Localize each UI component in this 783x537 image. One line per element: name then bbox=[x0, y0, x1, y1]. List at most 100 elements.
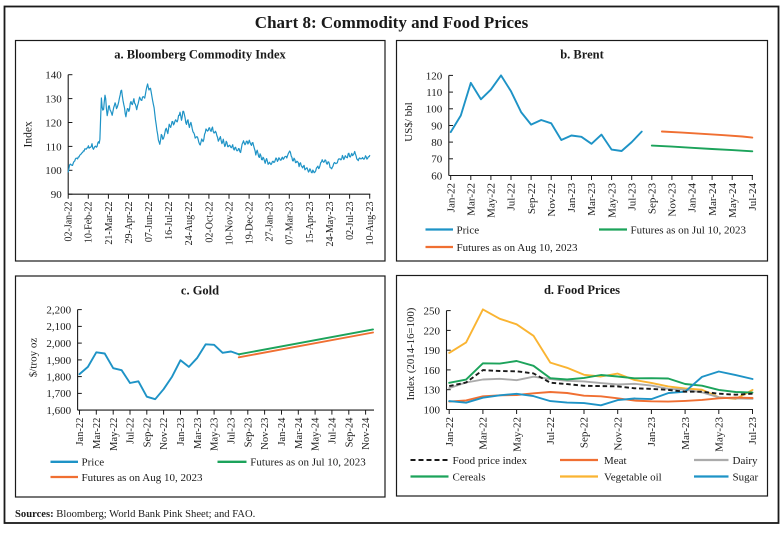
svg-text:Chart 8: Commodity and Food Pr: Chart 8: Commodity and Food Prices bbox=[255, 13, 529, 32]
svg-text:120: 120 bbox=[426, 70, 443, 82]
svg-text:100: 100 bbox=[426, 104, 443, 116]
svg-text:May-23: May-23 bbox=[606, 183, 618, 218]
svg-text:Nov-22: Nov-22 bbox=[612, 417, 624, 451]
svg-text:Index (2014-16=100): Index (2014-16=100) bbox=[405, 307, 417, 400]
svg-text:100: 100 bbox=[424, 404, 441, 416]
svg-text:Jan-24: Jan-24 bbox=[687, 183, 699, 213]
svg-text:90: 90 bbox=[431, 120, 443, 132]
svg-text:Futures as on Aug 10, 2023: Futures as on Aug 10, 2023 bbox=[82, 472, 204, 484]
svg-text:1,600: 1,600 bbox=[46, 405, 71, 417]
svg-text:May-22: May-22 bbox=[109, 418, 120, 451]
svg-text:60: 60 bbox=[431, 170, 443, 182]
svg-text:Mar-22: Mar-22 bbox=[92, 418, 103, 449]
svg-text:1,900: 1,900 bbox=[46, 355, 71, 367]
svg-text:Mar-23: Mar-23 bbox=[586, 183, 598, 216]
svg-text:Sep-23: Sep-23 bbox=[647, 183, 659, 215]
svg-text:2,000: 2,000 bbox=[46, 338, 71, 350]
svg-text:1,800: 1,800 bbox=[46, 372, 71, 384]
svg-text:02-Oct-22: 02-Oct-22 bbox=[204, 202, 215, 243]
svg-text:70: 70 bbox=[431, 154, 443, 166]
svg-text:US$/ bbl: US$/ bbl bbox=[403, 102, 415, 141]
svg-text:Jul-24: Jul-24 bbox=[747, 183, 759, 211]
svg-text:May-23: May-23 bbox=[210, 418, 221, 451]
svg-text:10-Nov-22: 10-Nov-22 bbox=[224, 202, 235, 246]
svg-text:Mar-22: Mar-22 bbox=[466, 183, 478, 216]
svg-text:10-Aug-23: 10-Aug-23 bbox=[365, 202, 376, 246]
svg-text:Jul-22: Jul-22 bbox=[126, 418, 137, 444]
svg-text:Mar-24: Mar-24 bbox=[707, 183, 719, 216]
svg-text:120: 120 bbox=[45, 117, 62, 129]
svg-text:d. Food Prices: d. Food Prices bbox=[544, 283, 620, 297]
svg-text:110: 110 bbox=[46, 141, 63, 153]
svg-text:27-Jan-23: 27-Jan-23 bbox=[265, 202, 276, 242]
svg-text:Mar-24: Mar-24 bbox=[294, 417, 305, 449]
svg-text:10-Feb-22: 10-Feb-22 bbox=[84, 202, 95, 244]
svg-text:c. Gold: c. Gold bbox=[181, 284, 219, 298]
svg-text:24-May-23: 24-May-23 bbox=[325, 202, 336, 247]
svg-text:Jan-23: Jan-23 bbox=[566, 183, 578, 213]
svg-text:Jan-22: Jan-22 bbox=[444, 417, 456, 446]
svg-text:220: 220 bbox=[424, 325, 441, 337]
svg-text:Sugar: Sugar bbox=[733, 471, 759, 483]
svg-text:Vegetable oil: Vegetable oil bbox=[604, 471, 662, 483]
svg-text:Meat: Meat bbox=[604, 455, 627, 467]
svg-text:Jul-24: Jul-24 bbox=[328, 417, 339, 444]
svg-text:15-Apr-23: 15-Apr-23 bbox=[305, 202, 316, 244]
svg-text:Sep-22: Sep-22 bbox=[526, 183, 538, 214]
svg-text:2,200: 2,200 bbox=[46, 305, 71, 317]
svg-text:Sep-22: Sep-22 bbox=[579, 417, 591, 448]
svg-text:Jan-23: Jan-23 bbox=[176, 418, 187, 446]
svg-text:Index: Index bbox=[23, 121, 35, 147]
svg-text:Jan-24: Jan-24 bbox=[277, 417, 288, 446]
svg-text:Mar-23: Mar-23 bbox=[193, 418, 204, 449]
svg-text:02-Jul-23: 02-Jul-23 bbox=[345, 202, 356, 240]
svg-text:190: 190 bbox=[424, 345, 441, 357]
svg-text:Food price index: Food price index bbox=[453, 455, 528, 467]
svg-text:Nov-22: Nov-22 bbox=[546, 183, 558, 217]
svg-text:Price: Price bbox=[82, 457, 105, 469]
svg-text:Jul-22: Jul-22 bbox=[545, 417, 557, 445]
svg-text:Futures as on Jul 10, 2023: Futures as on Jul 10, 2023 bbox=[250, 457, 366, 469]
svg-text:Sep-24: Sep-24 bbox=[344, 417, 355, 447]
svg-text:100: 100 bbox=[45, 165, 62, 177]
svg-text:Jan-23: Jan-23 bbox=[646, 417, 658, 447]
svg-text:Dairy: Dairy bbox=[733, 455, 759, 467]
svg-text:$/troy oz: $/troy oz bbox=[28, 338, 40, 378]
svg-text:a. Bloomberg Commodity Index: a. Bloomberg Commodity Index bbox=[114, 48, 286, 62]
svg-text:19-Dec-22: 19-Dec-22 bbox=[245, 202, 256, 245]
svg-text:110: 110 bbox=[426, 87, 443, 99]
svg-text:Nov-22: Nov-22 bbox=[159, 418, 170, 450]
svg-text:Nov-23: Nov-23 bbox=[667, 183, 679, 217]
svg-text:Mar-23: Mar-23 bbox=[680, 417, 692, 450]
svg-text:160: 160 bbox=[424, 365, 441, 377]
svg-text:b. Brent: b. Brent bbox=[560, 48, 604, 62]
svg-text:Nov-24: Nov-24 bbox=[361, 417, 372, 450]
svg-text:May-22: May-22 bbox=[486, 183, 498, 218]
svg-text:Mar-22: Mar-22 bbox=[478, 417, 490, 450]
svg-text:May-24: May-24 bbox=[727, 183, 739, 218]
svg-text:07-Mar-23: 07-Mar-23 bbox=[285, 202, 296, 245]
svg-text:Futures as on Aug 10, 2023: Futures as on Aug 10, 2023 bbox=[457, 242, 579, 254]
svg-text:Nov-23: Nov-23 bbox=[260, 418, 271, 450]
svg-text:Futures as on Jul 10, 2023: Futures as on Jul 10, 2023 bbox=[631, 224, 747, 236]
svg-text:21-Mar-22: 21-Mar-22 bbox=[104, 202, 115, 245]
svg-text:Jul-23: Jul-23 bbox=[227, 418, 238, 444]
svg-text:80: 80 bbox=[431, 137, 443, 149]
svg-text:24-Aug-22: 24-Aug-22 bbox=[184, 202, 195, 246]
svg-text:Jan-22: Jan-22 bbox=[445, 183, 457, 212]
svg-text:02-Jan-22: 02-Jan-22 bbox=[64, 202, 75, 242]
svg-text:140: 140 bbox=[45, 70, 62, 82]
svg-text:1,700: 1,700 bbox=[46, 388, 71, 400]
svg-text:130: 130 bbox=[45, 94, 62, 106]
svg-text:Sep-23: Sep-23 bbox=[243, 418, 254, 448]
svg-text:Sep-22: Sep-22 bbox=[142, 418, 153, 448]
svg-text:16-Jul-22: 16-Jul-22 bbox=[164, 202, 175, 240]
svg-text:Cereals: Cereals bbox=[453, 471, 486, 483]
svg-text:2,100: 2,100 bbox=[46, 321, 71, 333]
svg-text:250: 250 bbox=[424, 306, 441, 318]
svg-text:Jul-22: Jul-22 bbox=[506, 183, 518, 211]
svg-text:Jan-22: Jan-22 bbox=[75, 418, 86, 446]
svg-text:Jul-23: Jul-23 bbox=[747, 417, 759, 445]
svg-text:May-23: May-23 bbox=[714, 417, 726, 452]
svg-text:May-22: May-22 bbox=[511, 417, 523, 452]
